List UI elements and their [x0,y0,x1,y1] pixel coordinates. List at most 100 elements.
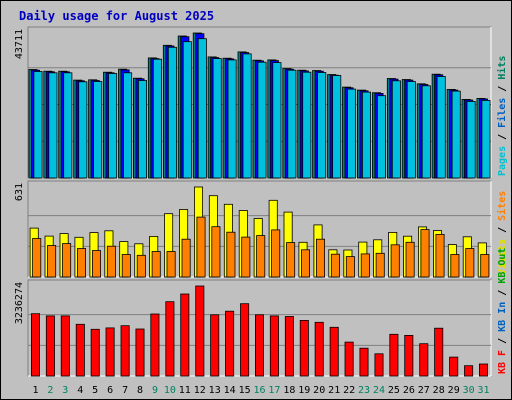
bar-pages-day-25 [391,80,401,179]
x-tick-label-15: 15 [239,385,251,396]
x-tick-label-8: 8 [137,385,143,396]
bar-pages-day-31 [481,100,491,179]
x-tick-label-17: 17 [268,385,280,396]
bar-kb-f-day-19 [299,319,309,377]
bar-pages-day-15 [242,53,252,179]
bar-pages-day-9 [152,58,162,179]
x-tick-label-12: 12 [194,385,206,396]
bar-pages-day-29 [451,90,461,179]
bar-pages-day-5 [93,81,103,179]
bar-sites-day-2 [47,245,57,278]
bar-pages-day-18 [287,69,297,179]
bar-sites-day-22 [345,256,355,278]
bar-kb-f-day-13 [210,314,220,377]
bar-sites-day-3 [62,243,72,278]
panel-3-axis-max-label: 3236274 [14,282,25,324]
legend-visits: Visits [496,239,508,275]
x-tick-label-31: 31 [477,385,489,396]
bar-pages-day-14 [227,59,237,179]
panel-3-legend: KB F / KB In / KB Out [497,248,508,374]
x-tick-label-4: 4 [77,385,83,396]
legend-hits: Hits [496,56,508,80]
bar-sites-day-28 [435,233,445,278]
bar-sites-day-21 [330,253,340,278]
bar-sites-day-23 [360,253,370,278]
bar-kb-f-day-16 [254,314,264,377]
bar-pages-day-30 [466,101,476,179]
bar-kb-f-day-10 [165,301,175,377]
bar-pages-day-17 [272,62,282,179]
x-tick-label-27: 27 [418,385,430,396]
bar-sites-day-15 [241,236,251,278]
bar-sites-day-18 [286,242,296,278]
legend-sites: Sites [496,191,508,221]
bar-sites-day-25 [390,244,400,278]
x-tick-label-2: 2 [47,385,53,396]
bar-kb-f-day-14 [225,310,235,377]
x-tick-label-19: 19 [298,385,310,396]
bar-sites-day-9 [151,251,161,278]
bar-pages-day-16 [257,61,267,179]
bar-kb-f-day-3 [60,315,70,377]
bar-kb-f-day-15 [240,303,250,377]
bar-pages-day-19 [302,71,312,179]
bar-kb-f-day-23 [359,347,369,377]
bar-kb-f-day-9 [150,313,160,377]
x-tick-label-3: 3 [62,385,68,396]
bar-sites-day-29 [450,254,460,278]
bar-sites-day-14 [226,231,236,278]
x-tick-label-9: 9 [152,385,158,396]
bar-pages-day-11 [182,41,192,179]
x-tick-label-11: 11 [179,385,191,396]
x-tick-label-23: 23 [358,385,370,396]
legend-kb-in: KB In [497,302,508,332]
bar-pages-day-4 [78,81,88,179]
bar-pages-day-24 [376,95,386,179]
bar-sites-day-16 [256,235,266,278]
bar-kb-f-day-17 [269,315,279,377]
x-tick-label-20: 20 [313,385,325,396]
bar-pages-day-21 [332,75,342,179]
bar-sites-day-24 [375,252,385,278]
x-tick-label-10: 10 [164,385,176,396]
panel-1-axis-max-label: 43711 [14,29,25,59]
bar-sites-day-27 [420,229,430,278]
bar-pages-day-3 [63,72,73,179]
bar-sites-day-5 [92,250,102,278]
bar-pages-day-8 [137,80,147,179]
x-tick-label-13: 13 [209,385,221,396]
bar-pages-day-2 [48,72,58,179]
bar-kb-f-day-30 [464,365,474,377]
bar-kb-f-day-4 [75,323,85,377]
legend-kb-f: KB F [497,350,508,374]
bar-kb-f-day-7 [120,325,130,377]
x-tick-label-30: 30 [463,385,475,396]
bar-kb-f-day-22 [344,341,354,377]
bar-sites-day-19 [300,249,310,278]
bar-kb-f-day-5 [90,328,100,377]
bar-kb-f-day-11 [180,293,190,377]
bar-kb-f-day-21 [329,326,339,377]
bar-kb-f-day-6 [105,327,115,377]
bar-kb-f-day-12 [195,285,205,377]
x-tick-label-5: 5 [92,385,98,396]
x-tick-label-25: 25 [388,385,400,396]
bar-sites-day-8 [136,254,146,278]
bar-sites-day-7 [121,254,131,278]
bar-sites-day-20 [315,238,325,278]
x-tick-label-14: 14 [224,385,236,396]
bar-sites-day-31 [480,254,490,278]
x-tick-label-1: 1 [32,385,38,396]
bar-sites-day-1 [32,238,42,278]
bar-kb-f-day-27 [419,343,429,377]
panel-2-legend: Visits / Sites [496,191,508,275]
bar-sites-day-10 [166,251,176,278]
x-tick-label-26: 26 [403,385,415,396]
chart-title: Daily usage for August 2025 [19,9,214,23]
legend-pages: Pages [497,146,508,176]
bar-pages-day-7 [123,72,133,179]
bar-pages-day-26 [406,81,416,179]
bar-sites-day-13 [211,226,221,278]
